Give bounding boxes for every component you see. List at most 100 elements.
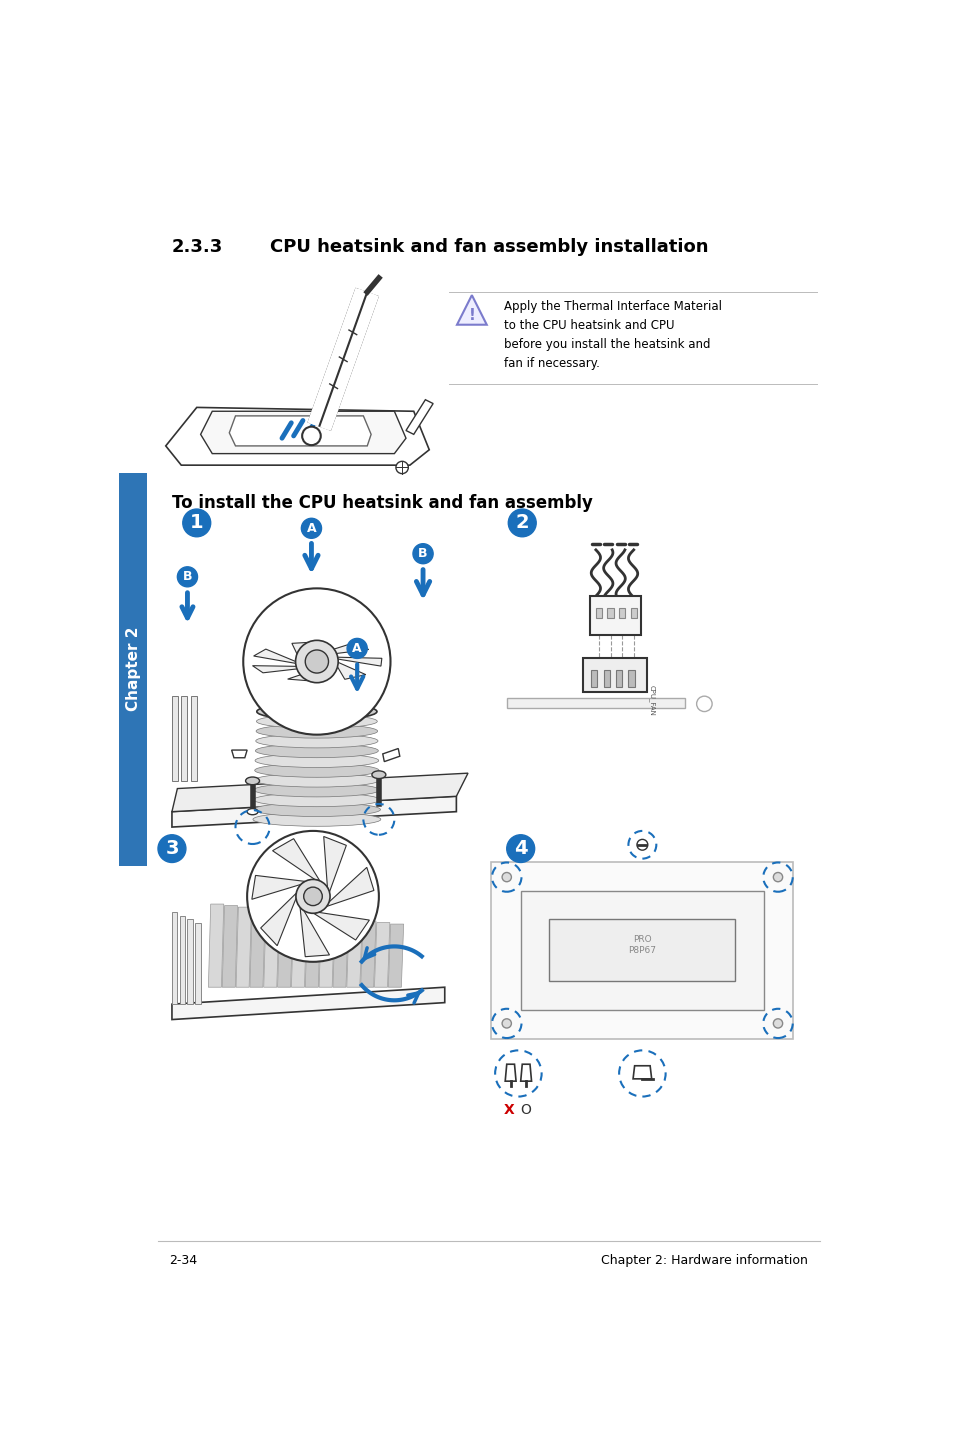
Polygon shape — [288, 666, 329, 682]
Circle shape — [637, 840, 647, 850]
Text: 2-34: 2-34 — [170, 1254, 197, 1267]
Polygon shape — [172, 696, 178, 781]
Text: Chapter 2: Hardware information: Chapter 2: Hardware information — [600, 1254, 807, 1267]
FancyBboxPatch shape — [491, 861, 793, 1038]
FancyBboxPatch shape — [119, 473, 147, 866]
Text: P8P67: P8P67 — [628, 946, 656, 955]
Ellipse shape — [255, 743, 378, 758]
Polygon shape — [520, 1064, 531, 1081]
Polygon shape — [277, 912, 293, 988]
Polygon shape — [181, 696, 187, 781]
Text: Chapter 2: Chapter 2 — [126, 627, 140, 712]
Polygon shape — [406, 400, 433, 434]
Text: 2: 2 — [515, 513, 529, 532]
Circle shape — [395, 462, 408, 473]
Text: CPU_FAN: CPU_FAN — [648, 684, 655, 716]
Ellipse shape — [245, 777, 259, 785]
Ellipse shape — [254, 774, 379, 787]
Ellipse shape — [256, 703, 376, 720]
Text: PRO: PRO — [633, 935, 651, 943]
Ellipse shape — [254, 754, 378, 768]
Polygon shape — [292, 641, 317, 659]
Ellipse shape — [253, 812, 380, 827]
FancyBboxPatch shape — [603, 670, 609, 687]
FancyBboxPatch shape — [596, 608, 601, 618]
Text: A: A — [352, 641, 361, 654]
Circle shape — [413, 544, 433, 564]
Polygon shape — [166, 407, 429, 464]
Text: !: ! — [468, 308, 475, 324]
Circle shape — [183, 509, 211, 536]
Ellipse shape — [295, 640, 337, 683]
Polygon shape — [260, 893, 296, 946]
Circle shape — [177, 567, 197, 587]
Polygon shape — [335, 661, 365, 679]
Polygon shape — [329, 657, 381, 666]
Text: Apply the Thermal Interface Material
to the CPU heatsink and CPU
before you inst: Apply the Thermal Interface Material to … — [504, 299, 721, 370]
FancyBboxPatch shape — [618, 608, 624, 618]
Text: To install the CPU heatsink and fan assembly: To install the CPU heatsink and fan asse… — [172, 495, 592, 512]
Ellipse shape — [243, 588, 390, 735]
Polygon shape — [235, 907, 252, 988]
Polygon shape — [346, 919, 362, 988]
Circle shape — [773, 873, 781, 881]
Ellipse shape — [247, 808, 257, 815]
Circle shape — [302, 427, 320, 446]
Polygon shape — [318, 916, 335, 988]
Circle shape — [247, 831, 378, 962]
Polygon shape — [252, 876, 305, 899]
Circle shape — [158, 835, 186, 863]
Text: 3: 3 — [165, 840, 178, 858]
Polygon shape — [273, 838, 319, 881]
Polygon shape — [323, 837, 346, 892]
FancyBboxPatch shape — [506, 699, 684, 707]
Polygon shape — [333, 917, 348, 988]
Circle shape — [506, 835, 534, 863]
Polygon shape — [200, 411, 406, 453]
Text: O: O — [520, 1103, 531, 1117]
Ellipse shape — [256, 715, 376, 728]
Polygon shape — [291, 913, 307, 988]
Text: 2.3.3: 2.3.3 — [172, 239, 223, 256]
FancyBboxPatch shape — [520, 892, 763, 1009]
Circle shape — [295, 880, 330, 913]
Ellipse shape — [253, 792, 379, 807]
Polygon shape — [360, 920, 375, 988]
Polygon shape — [195, 923, 200, 1004]
Ellipse shape — [305, 650, 328, 673]
Polygon shape — [375, 923, 390, 988]
Circle shape — [508, 509, 536, 536]
Polygon shape — [633, 1066, 651, 1078]
Text: B: B — [417, 548, 427, 561]
Circle shape — [301, 518, 321, 538]
Polygon shape — [382, 749, 399, 762]
Polygon shape — [222, 906, 237, 988]
Polygon shape — [456, 295, 486, 325]
Ellipse shape — [256, 705, 376, 719]
Polygon shape — [208, 905, 224, 988]
Ellipse shape — [255, 725, 377, 738]
Circle shape — [347, 638, 367, 659]
Polygon shape — [172, 912, 177, 1004]
Polygon shape — [326, 867, 374, 906]
FancyBboxPatch shape — [616, 670, 621, 687]
Text: 4: 4 — [514, 840, 527, 858]
Polygon shape — [250, 909, 265, 988]
Ellipse shape — [253, 784, 379, 797]
Text: A: A — [306, 522, 316, 535]
Polygon shape — [172, 988, 444, 1020]
Polygon shape — [505, 1064, 516, 1081]
Polygon shape — [172, 774, 468, 811]
Ellipse shape — [372, 771, 385, 778]
Text: 1: 1 — [190, 513, 203, 532]
Ellipse shape — [255, 733, 377, 748]
FancyBboxPatch shape — [583, 657, 646, 692]
Polygon shape — [253, 666, 313, 673]
Circle shape — [501, 873, 511, 881]
FancyBboxPatch shape — [549, 919, 735, 981]
Ellipse shape — [254, 764, 378, 778]
Polygon shape — [187, 919, 193, 1004]
FancyBboxPatch shape — [591, 670, 597, 687]
Polygon shape — [300, 907, 329, 956]
Ellipse shape — [253, 802, 380, 817]
